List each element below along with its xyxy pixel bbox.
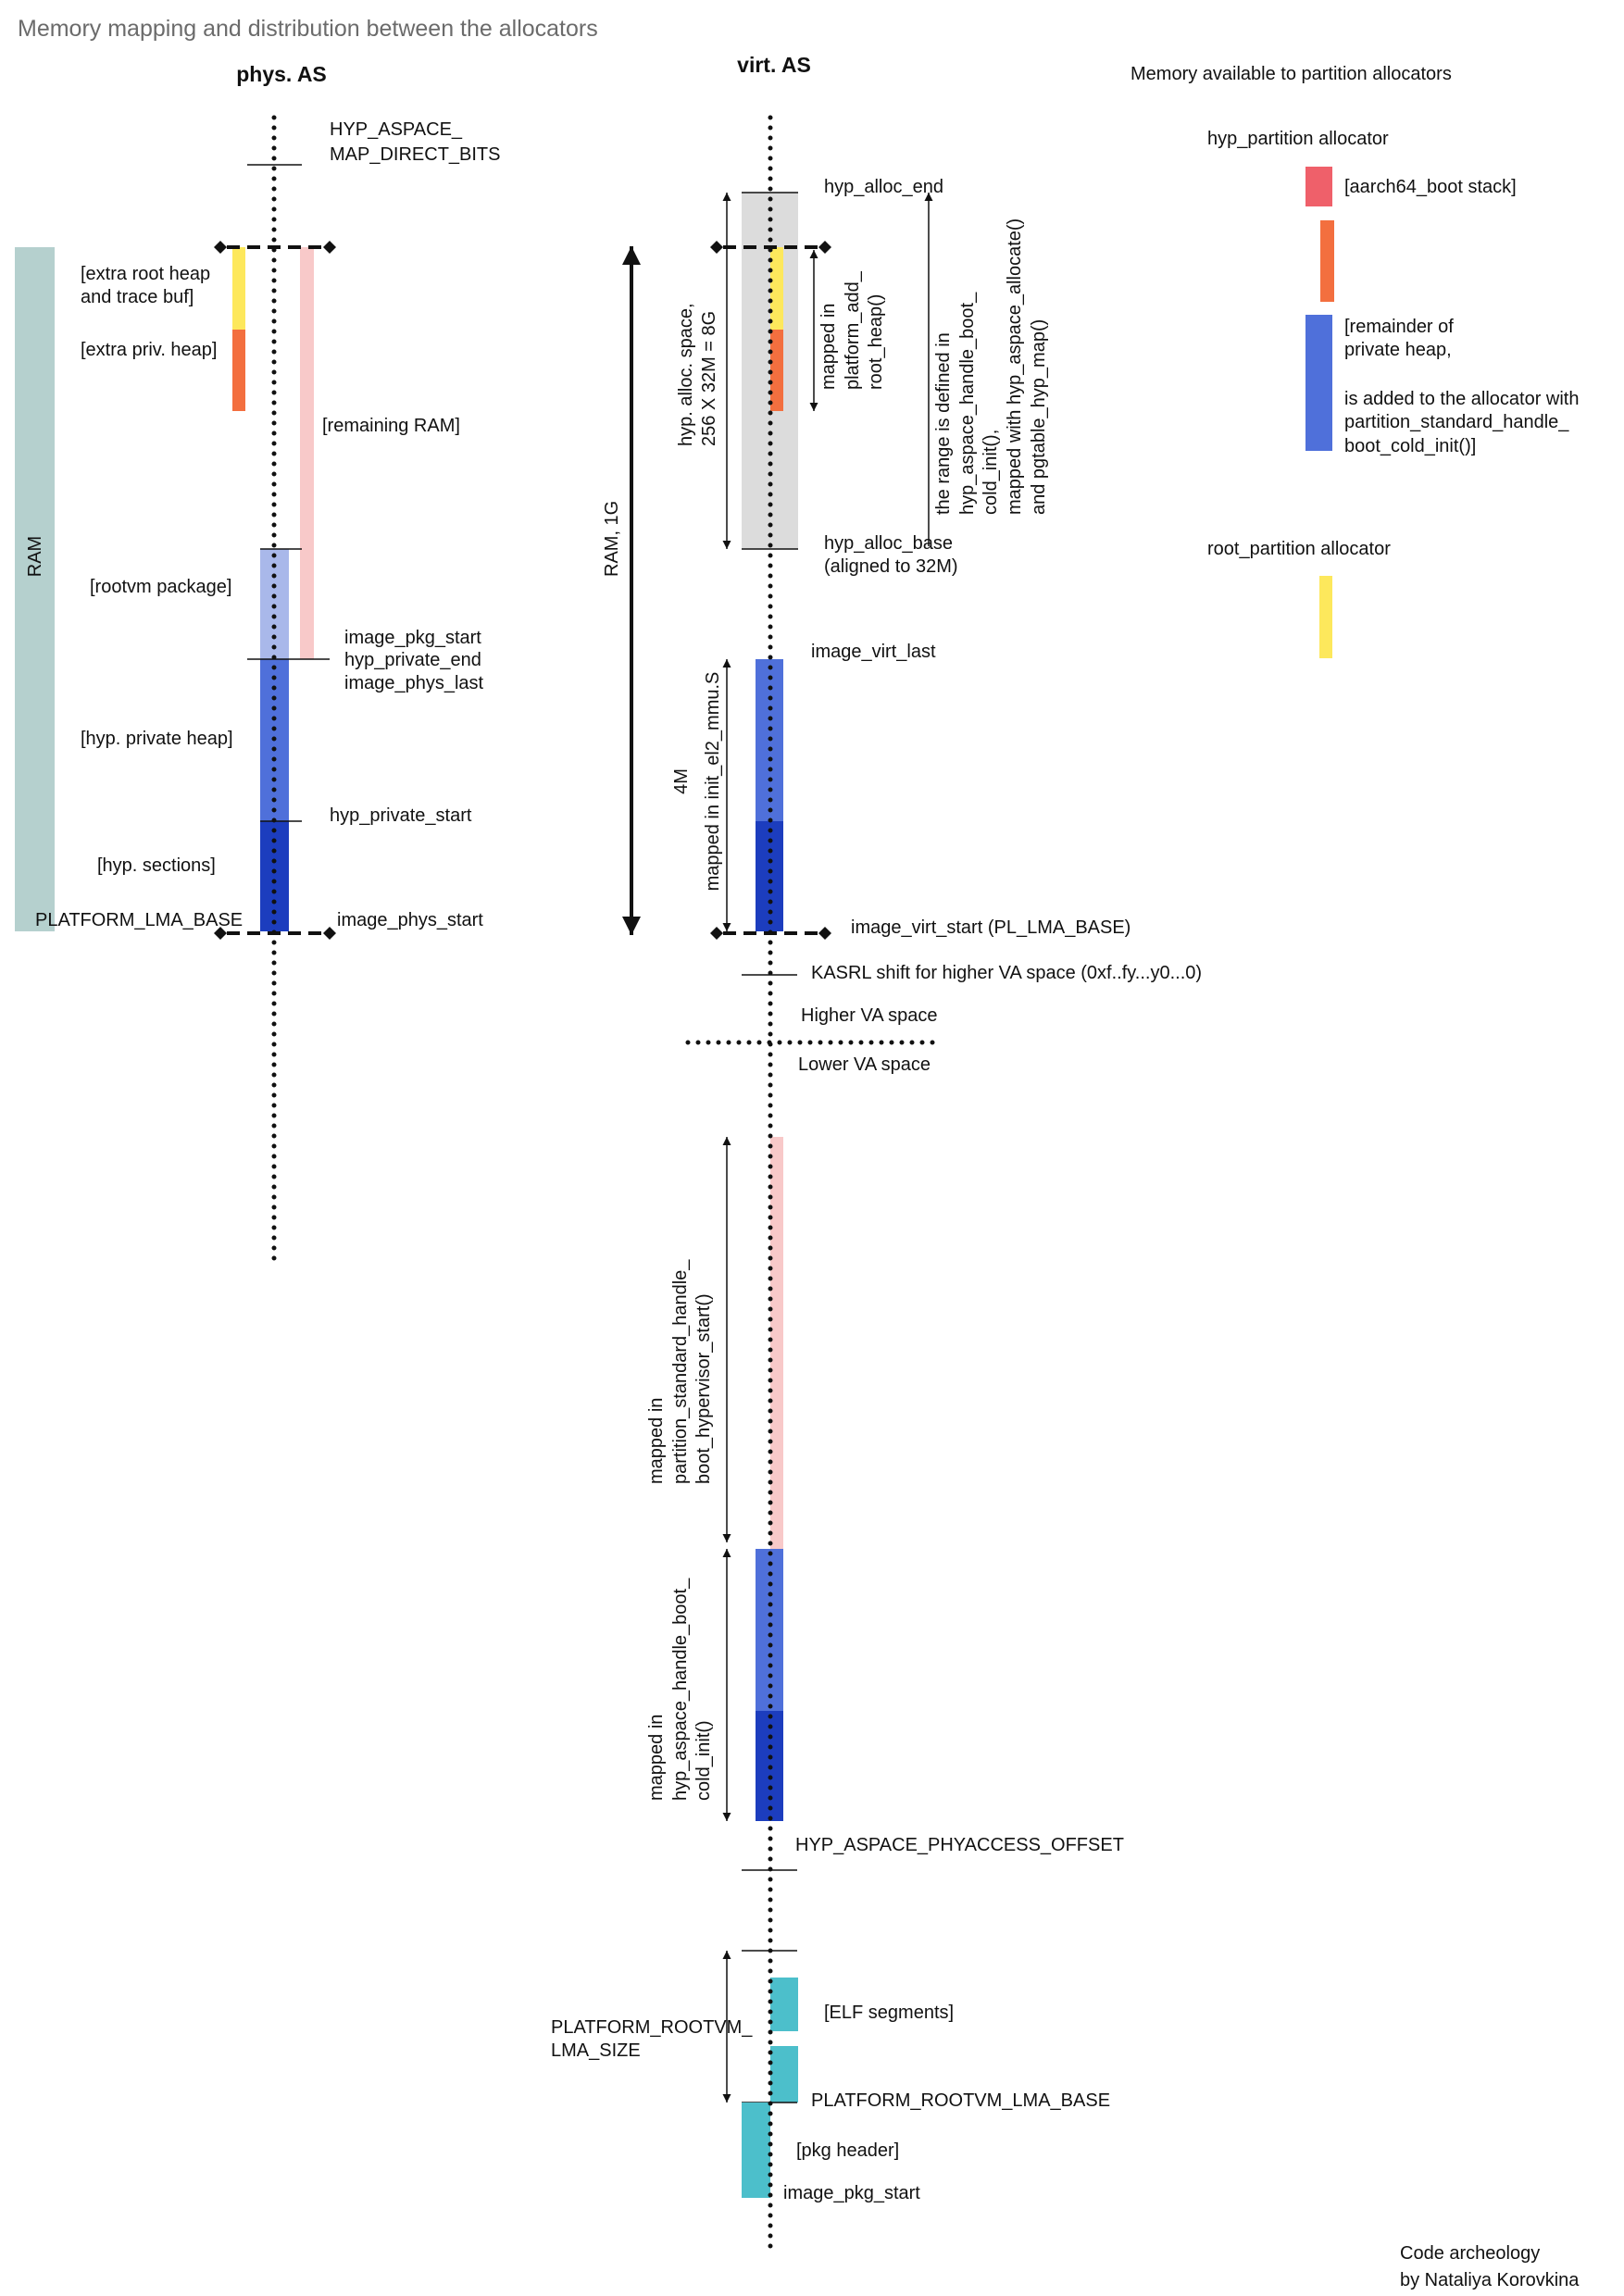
image-phys-last-label: image_phys_last <box>344 673 484 693</box>
phys-hyp-sections-bar <box>260 821 289 931</box>
virt-ram-top-left-diamond <box>710 241 723 254</box>
phys-ram-top-right-diamond <box>323 241 336 254</box>
virt-extra-root-heap-bar <box>770 247 783 330</box>
hyp-partition-allocator-label: hyp_partition allocator <box>1207 129 1389 149</box>
boot-stack-swatch <box>1305 167 1332 206</box>
range-note-line2: hyp_aspace_handle_boot_ <box>957 292 978 515</box>
phys-ram-bottom-left-diamond <box>214 927 227 940</box>
remainder-label-line4: partition_standard_handle_ <box>1344 412 1569 432</box>
extra-root-heap-label-line2: and trace buf] <box>81 287 194 307</box>
allocator-legend: Memory available to partition allocators… <box>1131 64 1580 658</box>
virt-ram-top-right-diamond <box>818 241 831 254</box>
alloc-space-label-line2: 256 X 32M = 8G <box>699 311 719 446</box>
hyp-alloc-end-label: hyp_alloc_end <box>824 177 943 197</box>
phys-extra-priv-heap-bar <box>232 330 245 411</box>
hyp-alloc-base-label: hyp_alloc_base <box>824 533 953 554</box>
phys-ram-top-left-diamond <box>214 241 227 254</box>
platform-add-note-line2: platform_add_ <box>843 270 863 390</box>
range-note-line5: and pgtable_hyp_map() <box>1029 319 1049 515</box>
credit-line1: Code archeology <box>1400 2243 1540 2264</box>
phys-remaining-ram-bar <box>300 247 314 659</box>
partition-start-note-line2: partition_standard_handle_ <box>670 1259 691 1484</box>
phys-extra-root-heap-bar <box>232 247 245 330</box>
extra-root-heap-label-line1: [extra root heap <box>81 264 210 284</box>
remainder-label-line3: is added to the allocator with <box>1344 389 1580 409</box>
platform-add-note-line1: mapped in <box>818 304 839 390</box>
direct-bits-label-line1: HYP_ASPACE_ <box>330 119 463 140</box>
root-heap-swatch <box>1319 576 1332 658</box>
private-heap-remainder-swatch <box>1305 315 1332 451</box>
hyp-sections-label: [hyp. sections] <box>97 855 216 876</box>
hyp-private-start-label: hyp_private_start <box>330 805 472 826</box>
elf-segments-label: [ELF segments] <box>824 2003 954 2023</box>
virt-ram-bottom-right-diamond <box>818 927 831 940</box>
cold-init-note-line1: mapped in <box>646 1715 667 1801</box>
platform-lma-base-label: PLATFORM_LMA_BASE <box>35 910 243 930</box>
phys-as-heading: phys. AS <box>236 62 327 86</box>
init-el2-label: mapped in init_el2_mmu.S <box>703 672 723 892</box>
ram-bar <box>15 247 55 931</box>
rootvm-lma-size-label-line2: LMA_SIZE <box>551 2040 641 2061</box>
remainder-label-line5: boot_cold_init()] <box>1344 436 1476 456</box>
ram-1g-label: RAM, 1G <box>602 501 622 577</box>
alloc-space-label-line1: hyp. alloc. space, <box>676 303 696 446</box>
platform-add-note-line3: root_heap() <box>866 294 886 390</box>
range-note-line1: the range is defined in <box>933 332 954 515</box>
partition-start-note-line3: boot_hypervisor_start() <box>693 1293 714 1484</box>
higher-va-label: Higher VA space <box>801 1005 938 1026</box>
hyp-private-end-label: hyp_private_end <box>344 650 481 670</box>
remaining-ram-label: [remaining RAM] <box>322 416 460 436</box>
pkg-header-bar <box>742 2103 770 2198</box>
image-phys-start-label: image_phys_start <box>337 910 483 930</box>
hyp-private-heap-label: [hyp. private heap] <box>81 729 233 749</box>
virt-remaining-ram-bar <box>770 1137 783 1549</box>
lower-va-label: Lower VA space <box>798 1054 931 1075</box>
boot-stack-label: [aarch64_boot stack] <box>1344 177 1517 197</box>
image-virt-start-label: image_virt_start (PL_LMA_BASE) <box>851 917 1131 938</box>
virt-as-heading: virt. AS <box>737 53 811 77</box>
aligned-to-32m-label: (aligned to 32M) <box>824 556 958 577</box>
remainder-label-line1: [remainder of <box>1344 317 1454 337</box>
rootvm-lma-base-label: PLATFORM_ROOTVM_LMA_BASE <box>811 2090 1110 2111</box>
virt-hyp-sections-bar <box>756 821 783 931</box>
rootvm-lma-size-label-line1: PLATFORM_ROOTVM_ <box>551 2017 753 2038</box>
extra-priv-heap-label: [extra priv. heap] <box>81 340 217 360</box>
phyaccess-offset-label: HYP_ASPACE_PHYACCESS_OFFSET <box>795 1835 1124 1855</box>
virt-image-pkg-start-label: image_pkg_start <box>783 2183 920 2203</box>
virt-ram-bottom-left-diamond <box>710 927 723 940</box>
page-title: Memory mapping and distribution between … <box>18 16 598 42</box>
ram-bar-label: RAM <box>25 536 45 577</box>
phys-image-pkg-start-label: image_pkg_start <box>344 628 481 648</box>
range-note-line4: mapped with hyp_aspace_allocate() <box>1005 218 1025 515</box>
image-virt-last-label: image_virt_last <box>811 642 936 662</box>
elf-segment-bar-1 <box>770 1978 798 2031</box>
range-note-line3: cold_init(), <box>981 430 1001 515</box>
kasrl-label: KASRL shift for higher VA space (0xf..fy… <box>811 963 1202 983</box>
cold-init-note-line2: hyp_aspace_handle_boot_ <box>670 1578 691 1801</box>
legend-title: Memory available to partition allocators <box>1131 64 1452 84</box>
virt-address-space: virt. AS RAM, 1G hyp_alloc_end hyp_alloc… <box>551 53 1202 2252</box>
elf-segment-bar-2 <box>770 2046 798 2103</box>
phys-ram-bottom-right-diamond <box>323 927 336 940</box>
size-4m-label: 4M <box>671 768 692 794</box>
extra-priv-heap-swatch <box>1320 220 1334 302</box>
virt-extra-priv-heap-bar <box>770 330 783 411</box>
credit-line2: by Nataliya Korovkina <box>1400 2270 1580 2290</box>
root-partition-allocator-label: root_partition allocator <box>1207 539 1391 559</box>
direct-bits-label-line2: MAP_DIRECT_BITS <box>330 144 500 165</box>
rootvm-package-label: [rootvm package] <box>90 577 231 597</box>
phys-address-space: phys. AS HYP_ASPACE_ MAP_DIRECT_BITS RAM… <box>15 62 500 1262</box>
pkg-header-label: [pkg header] <box>796 2140 899 2161</box>
remainder-label-line2: private heap, <box>1344 340 1452 360</box>
cold-init-note-line3: cold_init() <box>693 1720 714 1801</box>
partition-start-note-line1: mapped in <box>646 1398 667 1484</box>
